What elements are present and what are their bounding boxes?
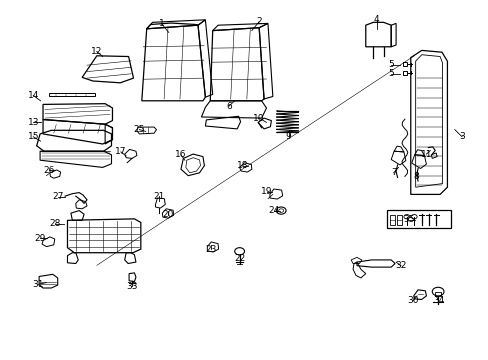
Text: 30: 30 xyxy=(407,296,418,305)
Text: 14: 14 xyxy=(27,91,39,100)
Text: 18: 18 xyxy=(237,161,248,170)
Text: 6: 6 xyxy=(225,102,231,111)
Text: 2: 2 xyxy=(256,17,262,26)
Text: 23: 23 xyxy=(205,245,217,253)
Text: 29: 29 xyxy=(34,234,46,243)
Text: 17: 17 xyxy=(115,148,126,156)
Text: 27: 27 xyxy=(52,192,63,201)
Text: 15: 15 xyxy=(27,132,39,141)
Text: 21: 21 xyxy=(153,192,164,201)
Text: 35: 35 xyxy=(402,215,414,224)
Text: 13: 13 xyxy=(27,118,39,127)
Text: 16: 16 xyxy=(175,150,186,159)
Text: 26: 26 xyxy=(43,166,55,175)
Text: 3: 3 xyxy=(458,132,464,141)
Text: 24: 24 xyxy=(267,206,279,215)
Text: 9: 9 xyxy=(285,132,291,141)
Text: 4: 4 xyxy=(373,15,379,24)
Text: 22: 22 xyxy=(233,254,245,263)
Text: 5: 5 xyxy=(387,69,393,78)
Text: 12: 12 xyxy=(91,47,102,56)
Text: 28: 28 xyxy=(49,219,61,228)
Text: 10: 10 xyxy=(253,113,264,122)
Text: 11: 11 xyxy=(420,150,431,158)
Text: 34: 34 xyxy=(432,296,444,305)
Text: 31: 31 xyxy=(32,280,44,289)
Text: 8: 8 xyxy=(413,172,419,181)
Text: 25: 25 xyxy=(133,125,145,134)
Text: 20: 20 xyxy=(162,210,174,219)
Text: 33: 33 xyxy=(126,282,138,291)
Text: 1: 1 xyxy=(158,19,164,28)
Text: 7: 7 xyxy=(390,168,396,177)
Text: 32: 32 xyxy=(394,261,406,270)
Text: 5: 5 xyxy=(387,60,393,69)
Text: 19: 19 xyxy=(260,187,272,196)
